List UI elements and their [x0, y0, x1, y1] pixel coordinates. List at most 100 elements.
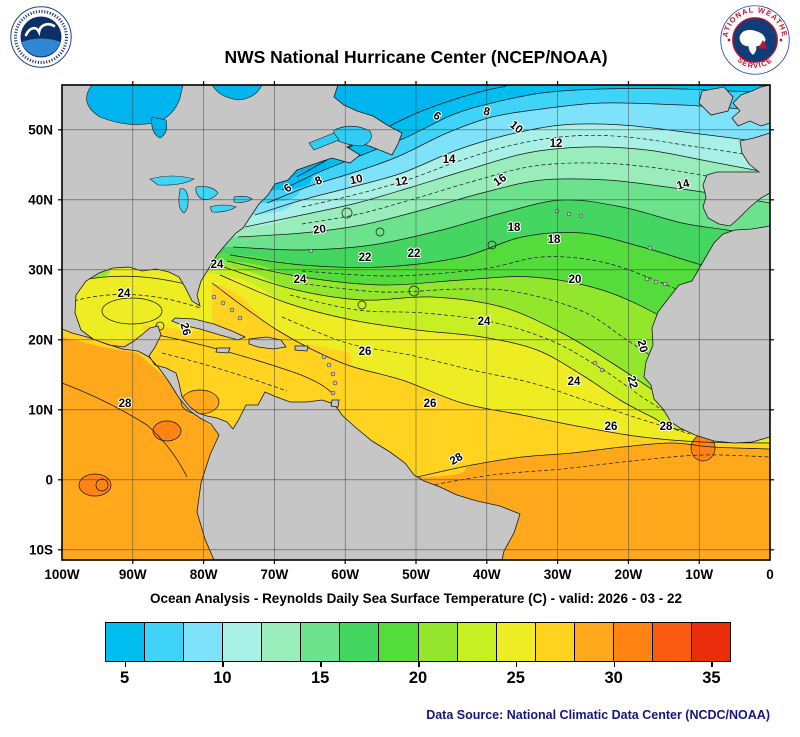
africa [643, 225, 770, 444]
jamaica [215, 347, 231, 354]
colorbar-segment [183, 623, 223, 661]
small-islands [211, 208, 668, 396]
lon-axis-label: 20W [614, 567, 643, 582]
lon-axis-label: 10W [685, 567, 714, 582]
contour-label: 8 [482, 106, 491, 119]
isotherm-line-dashed [301, 162, 770, 225]
lat-axis-label: 20N [28, 332, 53, 348]
contour-label: 24 [568, 376, 581, 388]
colorbar-tick-label: 20 [408, 669, 428, 687]
lake-superior [149, 175, 195, 186]
colorbar-tick-label: 10 [213, 669, 232, 687]
contour-label: 12 [550, 138, 563, 150]
lon-axis-label: 90W [118, 567, 147, 582]
colorbar-tick [418, 662, 420, 667]
colorbar-segment [144, 623, 184, 661]
lon-axis-label: 60W [331, 567, 360, 582]
warning-triangle-icon [758, 40, 768, 49]
cold-water-bodies [86, 85, 372, 214]
gulf-of-st-lawrence [332, 125, 372, 147]
contour-label: 14 [675, 177, 691, 192]
sst-band [62, 232, 770, 393]
isotherm-line [416, 442, 770, 478]
lon-axis-label: 40W [472, 567, 501, 582]
colorbar-segment [300, 623, 340, 661]
hudson-strait [211, 85, 263, 101]
page-title: NWS National Hurricane Center (NCEP/NOAA… [224, 47, 608, 67]
contour-label: 24 [294, 274, 307, 286]
map-caption: Ocean Analysis - Reynolds Daily Sea Surf… [150, 591, 682, 606]
americas-landmass [62, 85, 521, 560]
lon-axis-label: 0 [766, 567, 774, 582]
puerto-rico [294, 345, 309, 352]
isotherm-line-dashed [281, 316, 691, 435]
contour-label: 24 [118, 288, 131, 300]
colorbar-tick [222, 662, 224, 667]
eddy-ring [341, 207, 353, 219]
contour-label: 28 [660, 421, 673, 433]
trinidad [330, 399, 340, 408]
lon-axis-label: 100W [44, 567, 80, 582]
noaa-logo [10, 6, 72, 73]
isotherm-line [211, 282, 770, 444]
isotherm-line-dashed [301, 134, 770, 208]
isotherm-line-dashed [301, 256, 770, 341]
lake-erie [209, 204, 237, 213]
great-britain [731, 85, 770, 127]
colorbar-segment [534, 623, 574, 661]
colorbar-segment [378, 623, 418, 661]
contour-label: 18 [548, 234, 561, 246]
colorbar-tick [124, 662, 127, 667]
colorbar [105, 622, 731, 662]
contour-label: 20 [569, 274, 582, 286]
lat-axis-label: 10N [28, 402, 53, 418]
isotherm-line [266, 102, 770, 204]
contour-label: 12 [394, 175, 409, 189]
isotherm-line-dashed [289, 294, 675, 418]
colorbar-segment [222, 623, 262, 661]
colorbar-segment [651, 623, 691, 661]
lat-axis-label: 30N [28, 262, 53, 278]
isotherm-line [232, 199, 770, 251]
eddy-ring [487, 240, 497, 250]
colorbar-tick-label: 5 [119, 669, 130, 687]
map-frame [61, 84, 771, 561]
colorbar-tick-label: 25 [506, 669, 525, 687]
lat-axis-label: 0 [45, 472, 53, 488]
isotherm-line [281, 88, 770, 191]
colorbar-tick [613, 662, 616, 667]
isotherm-line [244, 146, 770, 228]
eddy-ring [375, 227, 385, 237]
colorbar-tick [515, 662, 518, 667]
contour-label: 24 [211, 259, 224, 271]
lake-michigan [178, 188, 189, 214]
colorbar-tick-label: 15 [311, 669, 330, 687]
lon-axis-label: 50W [402, 567, 430, 582]
st-lawrence-river [308, 132, 340, 151]
contour-label: 24 [478, 316, 491, 328]
colorbar-tick [711, 662, 713, 667]
colorbar-segment [495, 623, 535, 661]
colorbar-tick [320, 662, 322, 667]
colorbar-tick-label: 35 [702, 669, 721, 687]
colorbar-segment [106, 623, 145, 661]
nws-logo: NATIONAL WEATHER SERVICE [717, 0, 790, 80]
contour-label: 14 [443, 154, 456, 166]
lake-ontario [233, 196, 253, 203]
colorbar-segment [612, 623, 652, 661]
lat-axis-label: 40N [28, 192, 53, 208]
colorbar-segment [417, 623, 457, 661]
lon-axis-label: 80W [189, 567, 218, 582]
colorbar-segment [456, 623, 496, 661]
lat-lon-grid [62, 85, 770, 560]
colorbar-segment [339, 623, 379, 661]
iberia-france [702, 132, 770, 227]
contour-label: 22 [359, 252, 372, 264]
colorbar-tick-label: 30 [604, 669, 623, 687]
contour-label: 26 [605, 421, 618, 433]
data-source-note: Data Source: National Climatic Data Cent… [426, 708, 770, 722]
eddy-ring [357, 300, 367, 310]
contour-label: 22 [408, 248, 421, 260]
